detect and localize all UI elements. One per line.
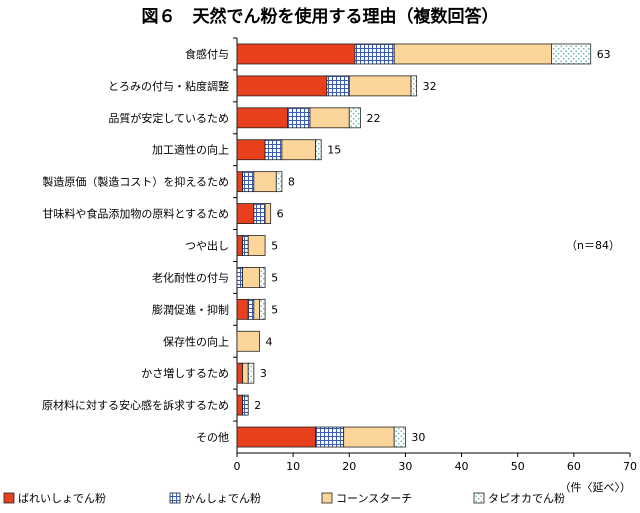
chart-title: 図６ 天然でん粉を使用する理由（複数回答） (142, 6, 499, 27)
legend-label: ばれいしょでん粉 (18, 492, 106, 505)
category-label: 保存性の向上 (163, 334, 229, 348)
bar-segment (236, 362, 244, 384)
bar-segment (551, 43, 592, 65)
bar-total-label: 63 (597, 48, 611, 61)
x-tick-label: 30 (398, 460, 412, 473)
category-label: 老化耐性の付与 (152, 270, 229, 284)
bar-segment (242, 171, 255, 193)
category-label: 原材料に対する安心感を訴求するため (42, 398, 229, 412)
bar-segment (236, 235, 244, 256)
bar-segment (242, 235, 249, 256)
bar-total-label: 5 (271, 303, 278, 316)
bar-segment (236, 298, 249, 320)
bar-segment (236, 426, 316, 448)
bar-segment (247, 235, 266, 256)
bar-segment (393, 426, 406, 448)
bar-segment (354, 43, 395, 65)
legend: ばれいしょでん粉 かんしょでん粉 コーンスターチ タピオカでん粉 (3, 492, 565, 505)
bar-segment (236, 43, 356, 65)
bar-segment (348, 75, 412, 97)
bar-segment (287, 107, 311, 129)
x-tick-label: 40 (455, 460, 469, 473)
bar-total-label: 5 (271, 271, 278, 284)
bar-total-label: 5 (271, 240, 278, 253)
category-label: とろみの付与・粘度調整 (108, 79, 229, 93)
bar-segment (253, 171, 277, 193)
bar-segment (242, 267, 260, 288)
category-label: 甘味料や食品添加物の原料とするため (42, 207, 229, 221)
legend-swatch (169, 492, 181, 504)
x-tick-label: 50 (511, 460, 525, 473)
bar-segment (309, 107, 350, 129)
bar-segment (236, 394, 244, 416)
bar-total-label: 30 (411, 431, 425, 444)
legend-label: かんしょでん粉 (184, 492, 261, 505)
bar-total-label: 4 (265, 335, 272, 348)
bar-segment (247, 298, 255, 320)
category-label: 膨潤促進・抑制 (152, 302, 229, 316)
bar-total-label: 32 (423, 80, 437, 93)
bar-total-label: 15 (327, 144, 341, 157)
bar-segment (236, 203, 255, 224)
bar-segment (259, 298, 266, 320)
bar-segment (253, 298, 260, 320)
bar-total-label: 8 (288, 176, 295, 189)
n-note: （n＝84） (566, 239, 620, 252)
bar-segment (253, 203, 266, 224)
x-tick-label: 10 (286, 460, 300, 473)
legend-label: タピオカでん粉 (488, 492, 565, 505)
legend-swatch (473, 492, 485, 504)
bar-segment (275, 171, 283, 193)
bar-segment (247, 362, 255, 384)
category-label: 加工適性の向上 (152, 143, 229, 157)
bar-segment (236, 330, 260, 352)
legend-label: コーンスターチ (336, 492, 412, 505)
bar-segment (343, 426, 395, 448)
bar-segment (410, 75, 418, 97)
category-label: かさ増しするため (141, 367, 229, 380)
bar-segment (315, 139, 322, 161)
bar-segment (242, 362, 249, 384)
bar-total-label: 6 (277, 208, 284, 221)
bar-segment (264, 139, 283, 161)
bar-segment (236, 139, 266, 161)
bar-segment (236, 171, 244, 193)
x-tick-label: 0 (234, 460, 241, 473)
bar-segment (259, 267, 266, 288)
category-label: つや出し (185, 239, 229, 253)
category-label: 品質が安定しているため (108, 111, 229, 125)
bar-total-label: 3 (260, 367, 267, 380)
legend-swatch (3, 492, 15, 504)
bar-segment (393, 43, 552, 65)
legend-swatch (321, 492, 333, 504)
bar-segment (236, 75, 328, 97)
bar-segment (348, 107, 361, 129)
x-axis-unit: （件〈延べ〉） (560, 481, 632, 494)
x-tick-label: 60 (567, 460, 581, 473)
bar-segment (236, 267, 244, 288)
bar-segment (315, 426, 345, 448)
bar-segment (236, 107, 288, 129)
bar-segment (264, 203, 272, 224)
category-label: その他 (196, 431, 229, 444)
bar-segment (242, 394, 249, 416)
category-label: 製造原価（製造コスト）を抑えるため (42, 175, 229, 189)
bar-segment (281, 139, 316, 161)
bar-total-label: 2 (254, 399, 261, 412)
x-tick-label: 70 (623, 460, 637, 473)
bar-total-label: 22 (367, 112, 381, 125)
bar-segment (326, 75, 350, 97)
category-label: 食感付与 (185, 47, 229, 61)
x-tick-label: 20 (342, 460, 356, 473)
